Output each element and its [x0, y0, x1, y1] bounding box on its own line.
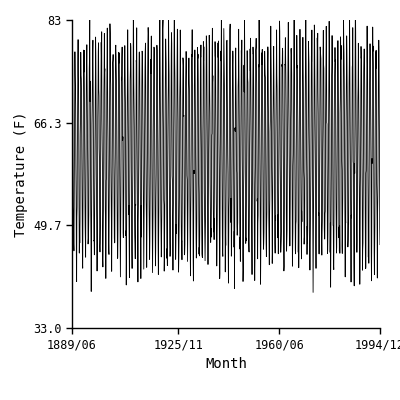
X-axis label: Month: Month: [205, 357, 247, 371]
Y-axis label: Temperature (F): Temperature (F): [14, 111, 28, 237]
